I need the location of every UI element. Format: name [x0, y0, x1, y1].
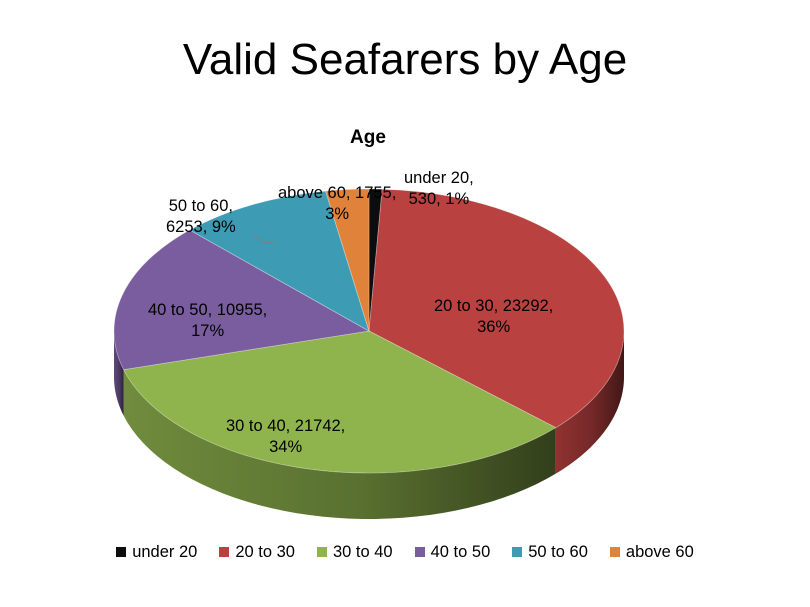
- legend-label: 50 to 60: [528, 543, 588, 561]
- legend-item-40-to-50: 40 to 50: [414, 541, 491, 563]
- legend-swatch: [219, 547, 230, 557]
- pie-side-40-to-50: [114, 331, 124, 416]
- pie-sides: [114, 331, 624, 519]
- legend-item-above-60: above 60: [609, 541, 694, 563]
- legend-label: 20 to 30: [235, 543, 295, 561]
- legend-swatch: [512, 547, 523, 557]
- legend-label: under 20: [132, 543, 198, 561]
- legend-swatch: [609, 547, 620, 557]
- legend-swatch: [116, 547, 127, 557]
- data-label-20-to-30: 20 to 30, 23292, 36%: [434, 297, 554, 336]
- chart-legend: under 20 20 to 30 30 to 40 40 to 50 50 to 60…: [0, 541, 810, 563]
- legend-swatch: [414, 547, 425, 557]
- pie-slice-40-to-50: [113, 229, 371, 371]
- leader-line-50-to-60: [253, 235, 277, 244]
- pie-slice-above-60: [325, 188, 370, 332]
- legend-item-50-to-60: 50 to 60: [512, 541, 588, 563]
- pie-side-20-to-30: [555, 331, 624, 474]
- legend-label: above 60: [625, 543, 694, 561]
- legend-item-20-to-30: 20 to 30: [219, 541, 295, 563]
- legend-item-under-20: under 20: [116, 541, 197, 563]
- data-label-30-to-40: 30 to 40, 21742, 34%: [226, 417, 346, 456]
- data-label-50-to-60: 50 to 60, 6253, 9%: [166, 197, 236, 236]
- data-label-under-20: under 20, 530, 1%: [404, 169, 474, 208]
- pie-slice-20-to-30: [368, 188, 625, 429]
- pie-leaders: [253, 235, 277, 244]
- data-label-40-to-50: 40 to 50, 10955, 17%: [148, 301, 268, 340]
- pie-side-30-to-40: [123, 369, 556, 519]
- legend-swatch: [316, 547, 327, 557]
- legend-label: 40 to 50: [430, 543, 491, 561]
- legend-label: 30 to 40: [332, 543, 393, 561]
- pie-tops: [113, 188, 625, 474]
- data-label-above-60: above 60, 1755, 3%: [278, 184, 397, 223]
- slide-title: Valid Seafarers by Age: [182, 35, 628, 84]
- chart-title: Age: [350, 127, 386, 148]
- pie-slice-50-to-60: [188, 190, 370, 332]
- legend-item-30-to-40: 30 to 40: [316, 541, 393, 563]
- pie-slice-30-to-40: [123, 330, 557, 474]
- pie-slice-under-20: [368, 188, 383, 332]
